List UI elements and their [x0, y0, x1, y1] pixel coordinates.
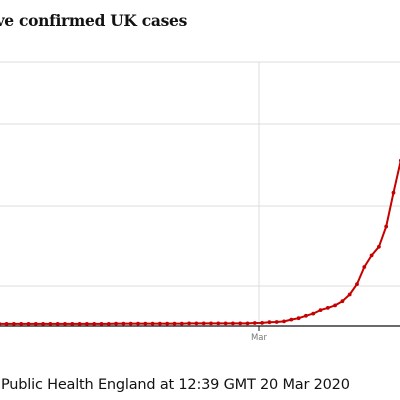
data-point: [41, 322, 45, 326]
data-point: [282, 319, 286, 324]
series-line: [0, 159, 400, 325]
data-point: [179, 321, 184, 326]
data-point: [369, 253, 374, 258]
data-point: [48, 322, 53, 326]
data-point: [12, 322, 16, 326]
data-point: [260, 321, 264, 325]
data-point: [377, 244, 381, 249]
data-point: [172, 321, 177, 326]
data-point: [384, 224, 389, 229]
data-point: [362, 265, 367, 269]
data-point: [106, 322, 111, 326]
data-point: [143, 321, 148, 326]
data-point: [216, 321, 221, 326]
data-point: [19, 322, 24, 326]
data-point: [201, 321, 206, 326]
source-note: Public Health England at 12:39 GMT 20 Ma…: [1, 377, 350, 393]
data-point: [318, 308, 323, 312]
data-point: [304, 313, 308, 318]
data-point: [77, 322, 82, 326]
data-point: [325, 306, 330, 310]
data-point: [245, 321, 250, 326]
gridlines: [0, 61, 400, 326]
data-point: [99, 322, 104, 326]
data-point: [238, 321, 243, 326]
data-point: [121, 321, 126, 326]
data-point: [296, 316, 301, 321]
data-point: [63, 322, 67, 326]
data-point: [194, 321, 199, 326]
data-point: [187, 321, 192, 326]
data-point: [340, 299, 345, 304]
data-point: [333, 303, 337, 308]
data-point: [92, 322, 97, 326]
data-point: [289, 317, 294, 322]
series-line-group: [0, 158, 400, 326]
data-point: [4, 322, 9, 326]
data-point: [33, 322, 38, 326]
data-point: [274, 320, 279, 324]
data-point: [267, 320, 272, 325]
data-point: [311, 311, 316, 316]
data-point: [391, 190, 396, 195]
data-point: [26, 322, 31, 326]
data-point: [158, 321, 162, 326]
data-point: [128, 321, 133, 326]
data-point: [70, 322, 75, 326]
data-point: [150, 321, 155, 326]
data-point: [231, 321, 235, 326]
data-point: [355, 282, 359, 286]
x-axis: Mar: [0, 325, 400, 343]
data-point: [85, 322, 89, 326]
data-point: [223, 321, 228, 326]
data-point: [252, 321, 257, 325]
data-point: [55, 322, 60, 326]
data-point: [347, 292, 352, 297]
data-point: [136, 321, 140, 326]
data-point: [114, 321, 118, 326]
chart-title: ive confirmed UK cases: [0, 11, 187, 30]
data-point: [0, 322, 2, 326]
x-tick-label: Mar: [251, 333, 268, 343]
data-point: [209, 321, 213, 326]
data-point: [165, 321, 170, 326]
